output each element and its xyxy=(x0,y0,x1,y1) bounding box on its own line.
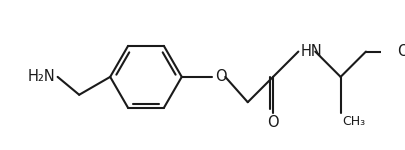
Text: O: O xyxy=(397,44,405,59)
Text: O: O xyxy=(215,69,226,84)
Text: HN: HN xyxy=(300,44,322,59)
Text: O: O xyxy=(267,116,279,130)
Text: H₂N: H₂N xyxy=(28,69,56,84)
Text: CH₃: CH₃ xyxy=(343,115,366,128)
